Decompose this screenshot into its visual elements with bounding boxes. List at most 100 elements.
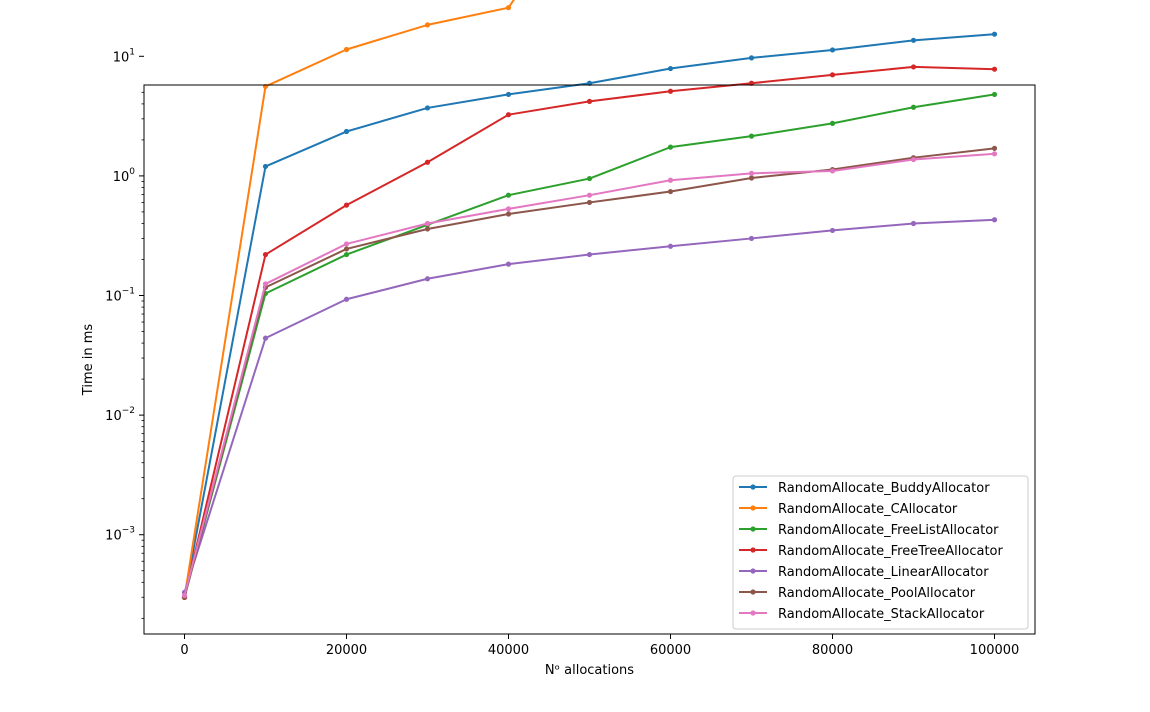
- legend-label: RandomAllocate_StackAllocator: [778, 607, 985, 622]
- legend: RandomAllocate_BuddyAllocator RandomAlloc…: [732, 475, 1029, 630]
- series-point-0: [829, 47, 836, 53]
- series-point-0: [991, 31, 998, 37]
- y-tick-exponent: −3: [122, 526, 135, 536]
- series-point-6: [262, 281, 269, 287]
- series-point-6: [424, 220, 431, 227]
- legend-box: [732, 475, 1029, 630]
- legend-marker: [750, 547, 756, 553]
- series-point-4: [829, 227, 836, 234]
- legend-label: RandomAllocate_LinearAllocator: [778, 565, 989, 580]
- x-tick-label: 40000: [488, 643, 529, 658]
- y-tick-base: 10: [113, 170, 130, 185]
- series-point-2: [829, 120, 836, 126]
- x-tick-label: 60000: [650, 643, 691, 658]
- series-point-5: [667, 188, 674, 195]
- series-point-0: [910, 37, 917, 43]
- series-point-4: [667, 243, 674, 249]
- series-point-3: [343, 202, 350, 208]
- series-point-4: [424, 276, 431, 282]
- series-point-2: [586, 175, 593, 182]
- legend-marker: [750, 484, 756, 490]
- series-point-6: [181, 592, 188, 599]
- y-tick-exponent: −1: [122, 287, 135, 297]
- series-point-5: [505, 211, 512, 217]
- series-point-2: [910, 104, 917, 110]
- x-tick-label: 20000: [326, 643, 367, 658]
- series-point-3: [910, 64, 917, 70]
- x-tick-label: 0: [180, 643, 188, 658]
- series-point-2: [667, 144, 674, 150]
- series-point-0: [262, 163, 269, 170]
- series-point-3: [505, 112, 512, 118]
- y-tick-exponent: 0: [129, 167, 135, 177]
- series-point-5: [586, 199, 593, 206]
- series-point-2: [505, 192, 512, 198]
- series-point-0: [424, 105, 431, 111]
- y-tick-label: 10−2: [105, 406, 135, 424]
- y-tick-exponent: −2: [122, 406, 135, 416]
- legend-marker: [750, 610, 756, 616]
- series-point-6: [343, 241, 350, 247]
- legend-marker: [750, 589, 756, 595]
- series-point-3: [667, 88, 674, 94]
- y-tick-base: 10: [105, 290, 122, 305]
- series-point-5: [424, 226, 431, 232]
- series-point-0: [667, 65, 674, 72]
- legend-marker: [750, 568, 756, 574]
- series-point-6: [829, 168, 836, 174]
- y-tick-label: 100: [113, 167, 136, 185]
- y-tick-label: 10−3: [105, 526, 135, 544]
- plot-frame: [143, 84, 1036, 635]
- series-point-2: [748, 133, 755, 139]
- legend-label: RandomAllocate_FreeTreeAllocator: [778, 544, 1004, 559]
- series-line-1: [183, 0, 515, 599]
- y-axis: 10−310−210−1100101102: [105, 47, 144, 619]
- series-point-4: [343, 296, 350, 302]
- legend-label: RandomAllocate_CAllocator: [778, 502, 958, 517]
- series-point-5: [991, 145, 998, 151]
- series-point-1: [424, 22, 431, 28]
- series-point-3: [262, 251, 269, 258]
- legend-marker: [750, 505, 756, 511]
- series-point-0: [505, 91, 512, 98]
- series-point-6: [667, 177, 674, 183]
- series-point-5: [343, 246, 350, 252]
- series-point-0: [748, 55, 755, 61]
- y-tick-label: 10−1: [105, 287, 135, 305]
- series-point-4: [262, 335, 269, 341]
- y-tick-base: 10: [113, 50, 130, 65]
- y-tick-label: 101: [113, 47, 135, 65]
- legend-label: RandomAllocate_FreeListAllocator: [778, 523, 999, 538]
- series-point-2: [991, 91, 998, 98]
- series-layer: [181, 0, 998, 600]
- x-tick-label: 80000: [812, 643, 853, 658]
- series-point-4: [991, 217, 998, 223]
- series-point-1: [505, 5, 512, 11]
- series-point-3: [991, 66, 998, 72]
- series-point-6: [748, 170, 755, 176]
- y-tick-base: 10: [105, 409, 122, 424]
- series-point-6: [991, 151, 998, 157]
- series-point-6: [586, 192, 593, 198]
- x-tick-label: 100000: [970, 643, 1020, 658]
- x-axis: 0 20000 40000 60000 80000 100000: [180, 634, 1019, 658]
- y-axis-label: Time in ms: [81, 324, 96, 397]
- x-axis-label: Nᵒ allocations: [545, 663, 634, 678]
- y-tick-base: 10: [105, 529, 122, 544]
- series-point-3: [586, 98, 593, 104]
- series-point-4: [910, 220, 917, 227]
- series-point-2: [343, 251, 350, 258]
- y-tick-exponent: 1: [129, 47, 135, 57]
- series-point-6: [505, 206, 512, 212]
- series-point-4: [748, 235, 755, 242]
- series-point-3: [424, 159, 431, 165]
- series-point-4: [586, 251, 593, 258]
- series-point-0: [343, 128, 350, 135]
- series-point-5: [748, 175, 755, 181]
- legend-label: RandomAllocate_PoolAllocator: [778, 586, 976, 601]
- series-point-6: [910, 156, 917, 163]
- legend-marker: [750, 526, 756, 532]
- series-point-3: [829, 72, 836, 78]
- series-point-4: [505, 261, 512, 267]
